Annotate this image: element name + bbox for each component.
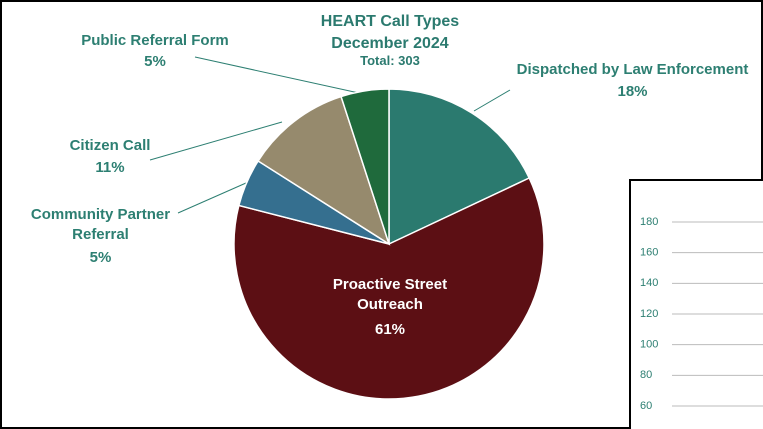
pie-slice — [233, 177, 545, 400]
leader-lines — [149, 56, 511, 214]
label: Dispatched by Law Enforcement — [516, 61, 749, 78]
annotation: Total: 303 — [360, 53, 420, 68]
label: Community Partner Referral — [30, 206, 171, 243]
chart-title: HEART Call Types — [320, 13, 460, 30]
chart-subtitle: December 2024 — [331, 35, 449, 52]
leader-line — [149, 121, 283, 161]
y-tick-label: 100 — [640, 339, 658, 351]
y-tick-label: 120 — [640, 308, 658, 320]
leader-line — [177, 182, 247, 214]
label: Proactive Street Outreach — [332, 276, 448, 313]
y-tick-label: 160 — [640, 247, 658, 259]
leader-line — [194, 56, 369, 96]
pie-slice — [340, 88, 390, 245]
y-tick-label: 60 — [640, 400, 652, 412]
pie-slice — [388, 88, 531, 246]
label: Public Referral Form — [81, 32, 229, 49]
value-label: 5% — [144, 53, 166, 70]
y-tick-label: 180 — [640, 216, 658, 228]
label: Citizen Call — [69, 137, 151, 154]
pie-slice — [257, 95, 391, 246]
leader-line — [473, 89, 511, 112]
value-label: 61% — [374, 321, 406, 338]
y-tick-label: 80 — [640, 369, 652, 381]
value-label: 18% — [617, 83, 648, 100]
value-label: 11% — [95, 159, 125, 176]
value-label: 5% — [89, 249, 112, 266]
y-tick-label: 140 — [640, 277, 658, 289]
